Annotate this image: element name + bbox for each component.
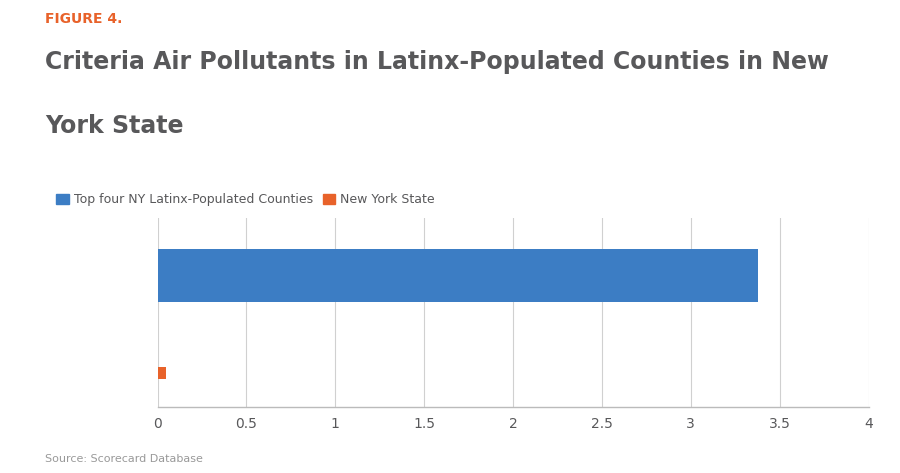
Text: Criteria Air Pollutants in Latinx-Populated Counties in New: Criteria Air Pollutants in Latinx-Popula…: [45, 50, 829, 74]
Bar: [158, 249, 759, 302]
Text: Source: Scorecard Database: Source: Scorecard Database: [45, 454, 202, 464]
Text: FIGURE 4.: FIGURE 4.: [45, 12, 122, 26]
Bar: [158, 367, 166, 379]
Text: York State: York State: [45, 114, 184, 138]
Legend: Top four NY Latinx-Populated Counties, New York State: Top four NY Latinx-Populated Counties, N…: [51, 188, 440, 211]
